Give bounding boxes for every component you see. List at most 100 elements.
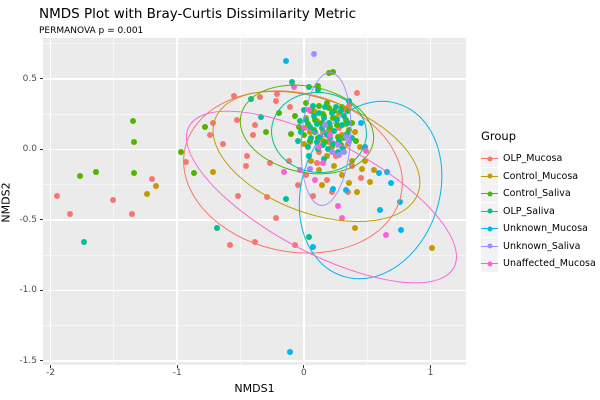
data-point-unknown_saliva xyxy=(328,149,335,156)
data-point-olp_mucosa xyxy=(286,104,293,111)
data-point-unknown_saliva xyxy=(335,142,342,149)
data-point-unaffected_mucosa xyxy=(316,143,323,150)
legend-item-control_mucosa: Control_Mucosa xyxy=(481,167,596,186)
gridline-minor-vertical xyxy=(366,38,368,365)
legend-key-swatch xyxy=(481,255,498,273)
data-point-control_mucosa xyxy=(300,140,307,147)
data-point-olp_mucosa xyxy=(309,192,316,199)
legend-item-label: Unknown_Saliva xyxy=(503,240,581,252)
legend-key-swatch xyxy=(481,220,498,238)
data-point-olp_mucosa xyxy=(183,159,190,166)
data-point-olp_mucosa xyxy=(332,153,339,160)
data-point-olp_mucosa xyxy=(273,98,280,105)
data-point-control_saliva xyxy=(330,115,337,122)
legend-item-olp_saliva: OLP_Saliva xyxy=(481,202,596,221)
legend-item-label: Unknown_Mucosa xyxy=(503,223,588,235)
x-tick-mark xyxy=(303,365,305,368)
data-point-olp_mucosa xyxy=(207,132,214,139)
legend-key-swatch xyxy=(481,237,498,255)
legend-key-swatch xyxy=(481,167,498,185)
data-point-olp_mucosa xyxy=(251,239,258,246)
data-point-unknown_mucosa xyxy=(361,143,368,150)
gridline-major-horizontal xyxy=(43,148,466,151)
data-point-olp_mucosa xyxy=(346,102,353,109)
data-point-control_mucosa xyxy=(366,178,373,185)
data-point-control_mucosa xyxy=(143,191,150,198)
data-point-olp_saliva xyxy=(332,104,339,111)
gridline-major-horizontal xyxy=(43,219,466,221)
data-point-olp_mucosa xyxy=(326,139,333,146)
data-point-control_saliva xyxy=(292,112,299,119)
data-point-olp_mucosa xyxy=(231,92,238,99)
legend-item-label: Unaffected_Mucosa xyxy=(503,258,596,270)
data-point-unaffected_mucosa xyxy=(327,132,334,139)
legend: Group OLP_Mucosa Control_Mucosa Control_Sa… xyxy=(481,129,596,273)
data-point-olp_saliva xyxy=(349,135,356,142)
data-point-control_saliva xyxy=(319,111,326,118)
data-point-control_saliva xyxy=(295,123,302,130)
data-point-unaffected_mucosa xyxy=(335,202,342,209)
data-point-unaffected_mucosa xyxy=(305,106,312,113)
data-point-unknown_mucosa xyxy=(286,349,293,356)
data-point-olp_saliva xyxy=(297,118,304,125)
data-point-control_saliva xyxy=(326,70,333,77)
y-tick-label: 0.0 xyxy=(22,144,37,155)
data-point-control_saliva xyxy=(326,105,333,112)
data-point-control_saliva xyxy=(275,109,282,116)
data-point-olp_saliva xyxy=(213,225,220,232)
data-point-olp_mucosa xyxy=(274,91,281,98)
data-point-olp_saliva xyxy=(331,128,338,135)
data-point-unknown_saliva xyxy=(341,149,348,156)
data-point-olp_saliva xyxy=(309,102,316,109)
data-point-control_saliva xyxy=(327,123,334,130)
data-point-control_saliva xyxy=(190,170,197,177)
data-point-control_saliva xyxy=(349,119,356,126)
data-point-unknown_mucosa xyxy=(309,243,316,250)
y-tick-label: -0.5 xyxy=(19,214,37,225)
y-tick-mark xyxy=(40,289,43,291)
data-point-olp_saliva xyxy=(338,122,345,129)
data-point-control_saliva xyxy=(76,173,83,180)
data-point-control_saliva xyxy=(312,116,319,123)
data-point-olp_mucosa xyxy=(66,211,73,218)
data-point-control_saliva xyxy=(129,118,136,125)
data-point-olp_saliva xyxy=(294,137,301,144)
gridline-major-horizontal xyxy=(43,78,466,80)
data-point-control_mucosa xyxy=(356,143,363,150)
data-point-olp_saliva xyxy=(322,104,329,111)
data-point-control_saliva xyxy=(314,82,321,89)
data-point-olp_saliva xyxy=(305,233,312,240)
plot-subtitle: PERMANOVA p = 0.001 xyxy=(39,26,144,36)
gridline-major-vertical xyxy=(429,38,432,365)
data-point-unknown_mucosa xyxy=(397,198,404,205)
data-point-unknown_saliva xyxy=(322,122,329,129)
data-point-olp_mucosa xyxy=(319,129,326,136)
data-point-control_mucosa xyxy=(349,157,356,164)
data-point-olp_saliva xyxy=(317,133,324,140)
data-point-olp_mucosa xyxy=(227,242,234,249)
data-point-control_saliva xyxy=(131,170,138,177)
data-point-control_saliva xyxy=(303,99,310,106)
data-point-olp_mucosa xyxy=(354,89,361,96)
data-point-olp_mucosa xyxy=(273,215,280,222)
data-point-unknown_mucosa xyxy=(357,119,364,126)
y-tick-label: -1.0 xyxy=(19,285,37,296)
data-point-olp_saliva xyxy=(80,239,87,246)
data-point-unknown_mucosa xyxy=(388,180,395,187)
data-point-unknown_saliva xyxy=(307,166,314,173)
y-tick-mark xyxy=(40,78,43,80)
data-point-olp_saliva xyxy=(321,156,328,163)
data-point-unaffected_mucosa xyxy=(290,84,297,91)
y-tick-mark xyxy=(40,360,43,362)
data-point-olp_mucosa xyxy=(128,211,135,218)
x-axis-title: NMDS1 xyxy=(234,382,275,395)
y-tick-label: 0.5 xyxy=(22,73,37,84)
data-point-olp_saliva xyxy=(341,112,348,119)
data-point-olp_mucosa xyxy=(285,157,292,164)
legend-item-label: Control_Saliva xyxy=(503,188,571,200)
data-point-control_mucosa xyxy=(331,163,338,170)
data-point-olp_mucosa xyxy=(53,192,60,199)
x-tick-label: 1 xyxy=(427,368,434,378)
data-point-olp_saliva xyxy=(321,115,328,122)
